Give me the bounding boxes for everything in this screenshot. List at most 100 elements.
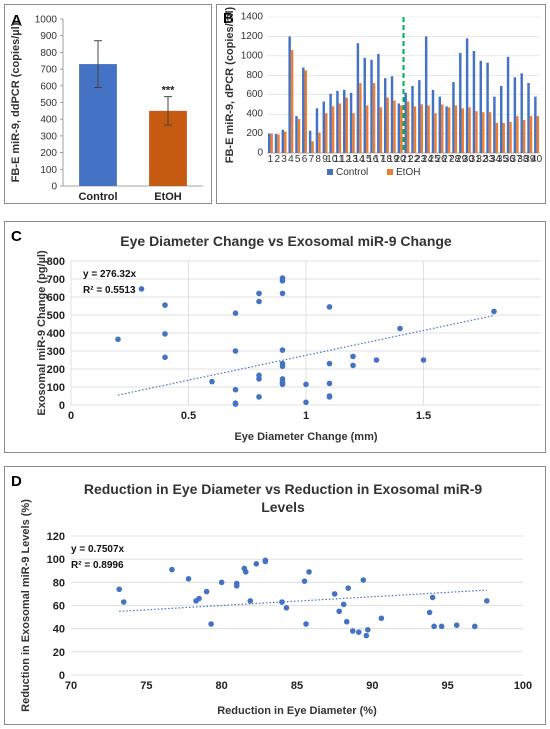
bar-etoh	[352, 113, 355, 153]
y-tick-label: 80	[53, 577, 65, 589]
bar-control	[343, 89, 346, 153]
chart-title: Eye Diameter Change vs Exosomal miR-9 Ch…	[120, 233, 452, 249]
data-point	[169, 566, 175, 573]
bar-control	[445, 106, 448, 153]
x-tick-label: 34	[490, 154, 502, 165]
y-axis-label: FB-E miR-9, dPCR (copies/ml)	[224, 6, 236, 163]
y-axis-label: Exosomal miR-9 Change (pg/µl)	[36, 250, 48, 416]
y-tick-label: 1400	[241, 12, 264, 23]
significance-marker: ***	[162, 85, 176, 97]
x-tick-label: 95	[442, 680, 454, 692]
data-point	[256, 394, 262, 400]
panel-d: D Reduction in Eye Diameter vs Reduction …	[4, 466, 546, 725]
data-point	[453, 622, 460, 628]
y-tick-label: 1000	[35, 15, 58, 26]
bar-etoh	[290, 50, 294, 153]
data-point	[283, 605, 290, 611]
bar-etoh	[386, 97, 389, 153]
bar-etoh	[427, 105, 430, 153]
bar-control	[267, 133, 271, 153]
x-tick-label: 18	[381, 154, 393, 165]
y-tick-label: 200	[40, 148, 57, 159]
bar-control	[431, 89, 435, 153]
r-squared: R² = 0.5513	[83, 285, 136, 296]
data-point	[115, 336, 121, 343]
x-tick-label: 2	[274, 154, 280, 165]
data-point	[256, 298, 262, 305]
data-point	[262, 557, 269, 564]
y-tick-label: 20	[53, 647, 65, 659]
data-point	[116, 586, 123, 593]
data-point	[420, 357, 427, 363]
data-point	[363, 632, 370, 639]
x-tick-label: 7	[309, 154, 315, 165]
panel-c: C Eye Diameter Change vs Exosomal miR-9 C…	[4, 221, 546, 453]
x-tick-label: 10	[326, 154, 338, 165]
bar-control	[356, 43, 360, 153]
data-point	[233, 583, 240, 589]
bar-control	[459, 52, 462, 153]
x-tick-label: 8	[315, 154, 321, 165]
bar-control	[329, 93, 332, 153]
x-axis-label: Eye Diameter Change (mm)	[234, 431, 377, 443]
x-tick-label: 15	[360, 154, 372, 165]
data-point	[438, 623, 445, 630]
trendline	[117, 314, 495, 396]
data-point	[355, 629, 362, 635]
bar-control	[438, 96, 442, 153]
bar-etoh	[372, 83, 376, 153]
data-point	[232, 386, 239, 393]
data-point	[279, 599, 285, 605]
bar-control	[397, 103, 401, 153]
bar-etoh	[522, 119, 526, 153]
y-tick-label: 800	[47, 256, 65, 268]
bar-etoh	[311, 141, 314, 153]
bar-etoh	[502, 122, 505, 153]
data-point	[256, 290, 262, 297]
y-tick-label: 400	[246, 109, 263, 120]
x-tick-label: 1	[303, 410, 309, 422]
bar-control	[315, 108, 319, 153]
bar-etoh	[468, 107, 471, 153]
data-point	[484, 598, 490, 604]
y-tick-label: 600	[47, 292, 65, 304]
x-tick-label: 21	[401, 154, 413, 165]
data-point	[279, 278, 286, 284]
data-point	[232, 348, 239, 354]
x-tick-label: 32	[476, 154, 488, 165]
bar-control	[349, 92, 353, 153]
y-tick-label: 700	[47, 274, 65, 286]
bar-control	[500, 85, 503, 153]
bar-control	[486, 62, 489, 153]
y-axis-label: Reduction in Exosomal miR-9 Levels (%)	[20, 499, 32, 712]
bar-control	[390, 76, 394, 153]
data-point	[326, 360, 333, 367]
data-point	[326, 380, 333, 387]
x-tick-label: 16	[367, 154, 379, 165]
x-tick-label: 100	[514, 680, 532, 692]
y-tick-label: 60	[53, 601, 65, 613]
bar-control	[424, 36, 428, 153]
x-tick-label: 37	[511, 154, 523, 165]
bar-control	[534, 96, 537, 153]
legend-swatch-control	[327, 169, 333, 175]
y-tick-label: 1200	[241, 31, 264, 42]
x-tick-label: 38	[517, 154, 529, 165]
data-point	[426, 609, 433, 616]
chart-title: Levels	[261, 499, 305, 515]
x-tick-label: 1.5	[416, 410, 431, 422]
bar-etoh	[365, 105, 369, 153]
bar-control	[404, 92, 407, 153]
x-tick-label: 31	[470, 154, 482, 165]
data-point	[343, 618, 350, 625]
data-point	[138, 286, 145, 292]
r-squared: R² = 0.8996	[71, 560, 124, 571]
data-point	[350, 362, 356, 369]
chart-c: C Eye Diameter Change vs Exosomal miR-9 C…	[11, 228, 541, 443]
y-tick-label: 500	[40, 98, 57, 109]
legend-label-control: Control	[336, 167, 368, 178]
trend-equation: y = 276.32x	[83, 269, 137, 280]
bar-etoh	[529, 116, 533, 153]
y-tick-label: 1000	[241, 50, 264, 61]
bar-control	[383, 78, 387, 153]
